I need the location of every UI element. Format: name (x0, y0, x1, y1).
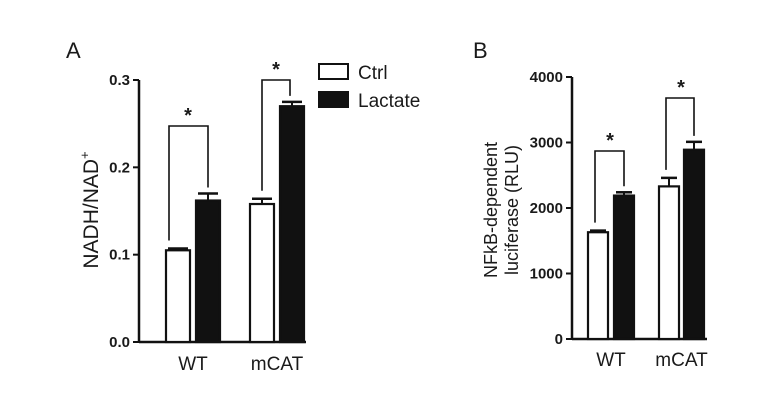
y-axis-label-b-line2: luciferase (RLU) (502, 145, 522, 275)
legend-swatch-ctrl (318, 63, 349, 80)
significance-bracket (261, 79, 291, 191)
y-tick-label: 3000 (530, 135, 563, 152)
y-axis-label-a-sup: + (77, 151, 92, 159)
y-tick-label: 0.0 (109, 334, 130, 351)
y-tick-label: 0.1 (109, 247, 130, 264)
bar-lactate-mcat (682, 148, 706, 341)
legend-label-ctrl: Ctrl (358, 63, 388, 84)
x-category-label: mCAT (655, 350, 708, 371)
y-tick-label: 0.2 (109, 159, 130, 176)
panel-letter-b: B (473, 38, 488, 63)
y-tick-label: 4000 (530, 69, 563, 86)
y-axis-label-a-main: NADH/NAD (80, 159, 103, 269)
legend-label-lactate: Lactate (358, 91, 420, 112)
y-tick-label: 0 (555, 331, 563, 348)
x-category-label: mCAT (251, 354, 304, 375)
bar-ctrl-mcat (248, 202, 276, 344)
significance-bracket (594, 150, 625, 223)
plot-area-a: 0.0 0.1 0.2 0.3 WT mCAT * * (109, 59, 306, 375)
bar-ctrl-wt (586, 231, 610, 341)
y-tick-label: 0.3 (109, 72, 130, 89)
y-tick-label: 2000 (530, 200, 563, 217)
bar-ctrl-wt (164, 249, 192, 344)
y-tick-label: 1000 (530, 266, 563, 283)
bar-lactate-mcat (278, 105, 306, 344)
bar-ctrl-mcat (657, 185, 681, 341)
significance-star: * (272, 59, 280, 81)
plot-area-b: 0 1000 2000 3000 4000 WT mCAT * * (530, 69, 708, 371)
y-axis-label-a: NADH/NAD+ (77, 151, 103, 268)
x-category-label: WT (178, 354, 208, 375)
x-category-label: WT (596, 350, 626, 371)
significance-star: * (184, 105, 192, 127)
y-axis-label-b-line1: NFkB-dependent (481, 142, 501, 278)
bar-lactate-wt (194, 199, 222, 344)
legend: Ctrl Lactate (318, 63, 420, 112)
panel-letter-a: A (66, 38, 81, 63)
significance-star: * (677, 77, 685, 99)
significance-star: * (606, 130, 614, 152)
significance-bracket (665, 97, 695, 170)
significance-bracket (168, 125, 209, 241)
bar-lactate-wt (612, 194, 636, 341)
legend-swatch-lactate (318, 91, 349, 108)
